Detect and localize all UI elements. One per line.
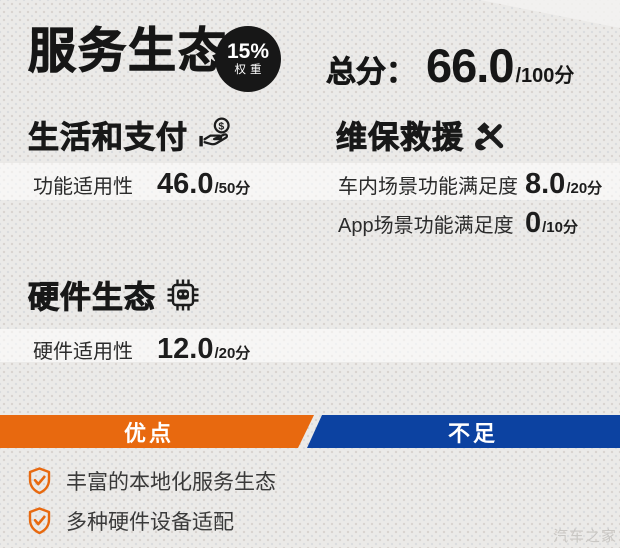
weight-percent: 15% [226, 40, 270, 64]
total-score: 总分： 66.0 /100分 [326, 38, 575, 93]
hand-coin-icon: $ [197, 116, 235, 154]
row-band [0, 163, 620, 200]
score-row-label: App场景功能满足度 [338, 215, 514, 237]
shield-check-icon [26, 466, 53, 496]
list-item: 多种硬件设备适配 [26, 504, 234, 538]
weight-badge: 15% 权重 [215, 26, 281, 92]
autohome-watermark: 汽车之家 [552, 528, 617, 545]
pro-item-text: 多种硬件设备适配 [66, 511, 234, 534]
row-band [0, 329, 620, 362]
score-row-value: 46.0 [157, 168, 214, 200]
score-row: 车内场景功能满足度 8.0 /20分 [338, 168, 602, 201]
score-row-outof: /10分 [542, 219, 578, 236]
section-title-text: 生活和支付 [28, 120, 188, 156]
score-row: App场景功能满足度 0 /10分 [338, 207, 578, 240]
score-row-value: 8.0 [525, 168, 566, 200]
total-score-value: 66.0 [426, 39, 514, 92]
total-score-label: 总分： [326, 56, 417, 90]
repair-tools-icon [473, 119, 507, 151]
page-title: 服务生态 [27, 25, 229, 79]
pro-item-text: 丰富的本地化服务生态 [66, 471, 276, 494]
score-row: 功能适用性 46.0 /50分 [33, 168, 250, 201]
score-row-label: 功能适用性 [33, 176, 133, 198]
dollar-glyph: $ [218, 121, 225, 132]
score-row: 硬件适用性 12.0 /20分 [33, 333, 250, 366]
score-row-label: 车内场景功能满足度 [338, 176, 518, 198]
section-title-life-payment: 生活和支付 $ [28, 112, 235, 157]
score-row-outof: /20分 [214, 345, 251, 362]
score-row-value: 12.0 [157, 333, 214, 365]
section-title-text: 硬件生态 [28, 280, 156, 316]
tab-pros[interactable]: 优点 [0, 415, 314, 448]
score-row-label: 硬件适用性 [33, 341, 133, 363]
weight-label: 权重 [234, 64, 266, 77]
section-title-hardware: 硬件生态 [28, 272, 201, 317]
score-row-value: 0 [525, 207, 542, 239]
section-title-text: 维保救援 [336, 120, 464, 156]
total-score-outof: /100分 [515, 65, 575, 87]
tab-cons[interactable]: 不足 [307, 415, 620, 448]
section-title-maintenance-rescue: 维保救援 [336, 112, 507, 157]
chip-icon [165, 277, 201, 313]
score-row-outof: /20分 [566, 180, 603, 197]
score-row-outof: /50分 [214, 180, 251, 197]
list-item: 丰富的本地化服务生态 [26, 464, 276, 498]
pros-cons-tabbar: 优点 不足 [0, 415, 620, 448]
shield-check-icon [26, 506, 53, 536]
